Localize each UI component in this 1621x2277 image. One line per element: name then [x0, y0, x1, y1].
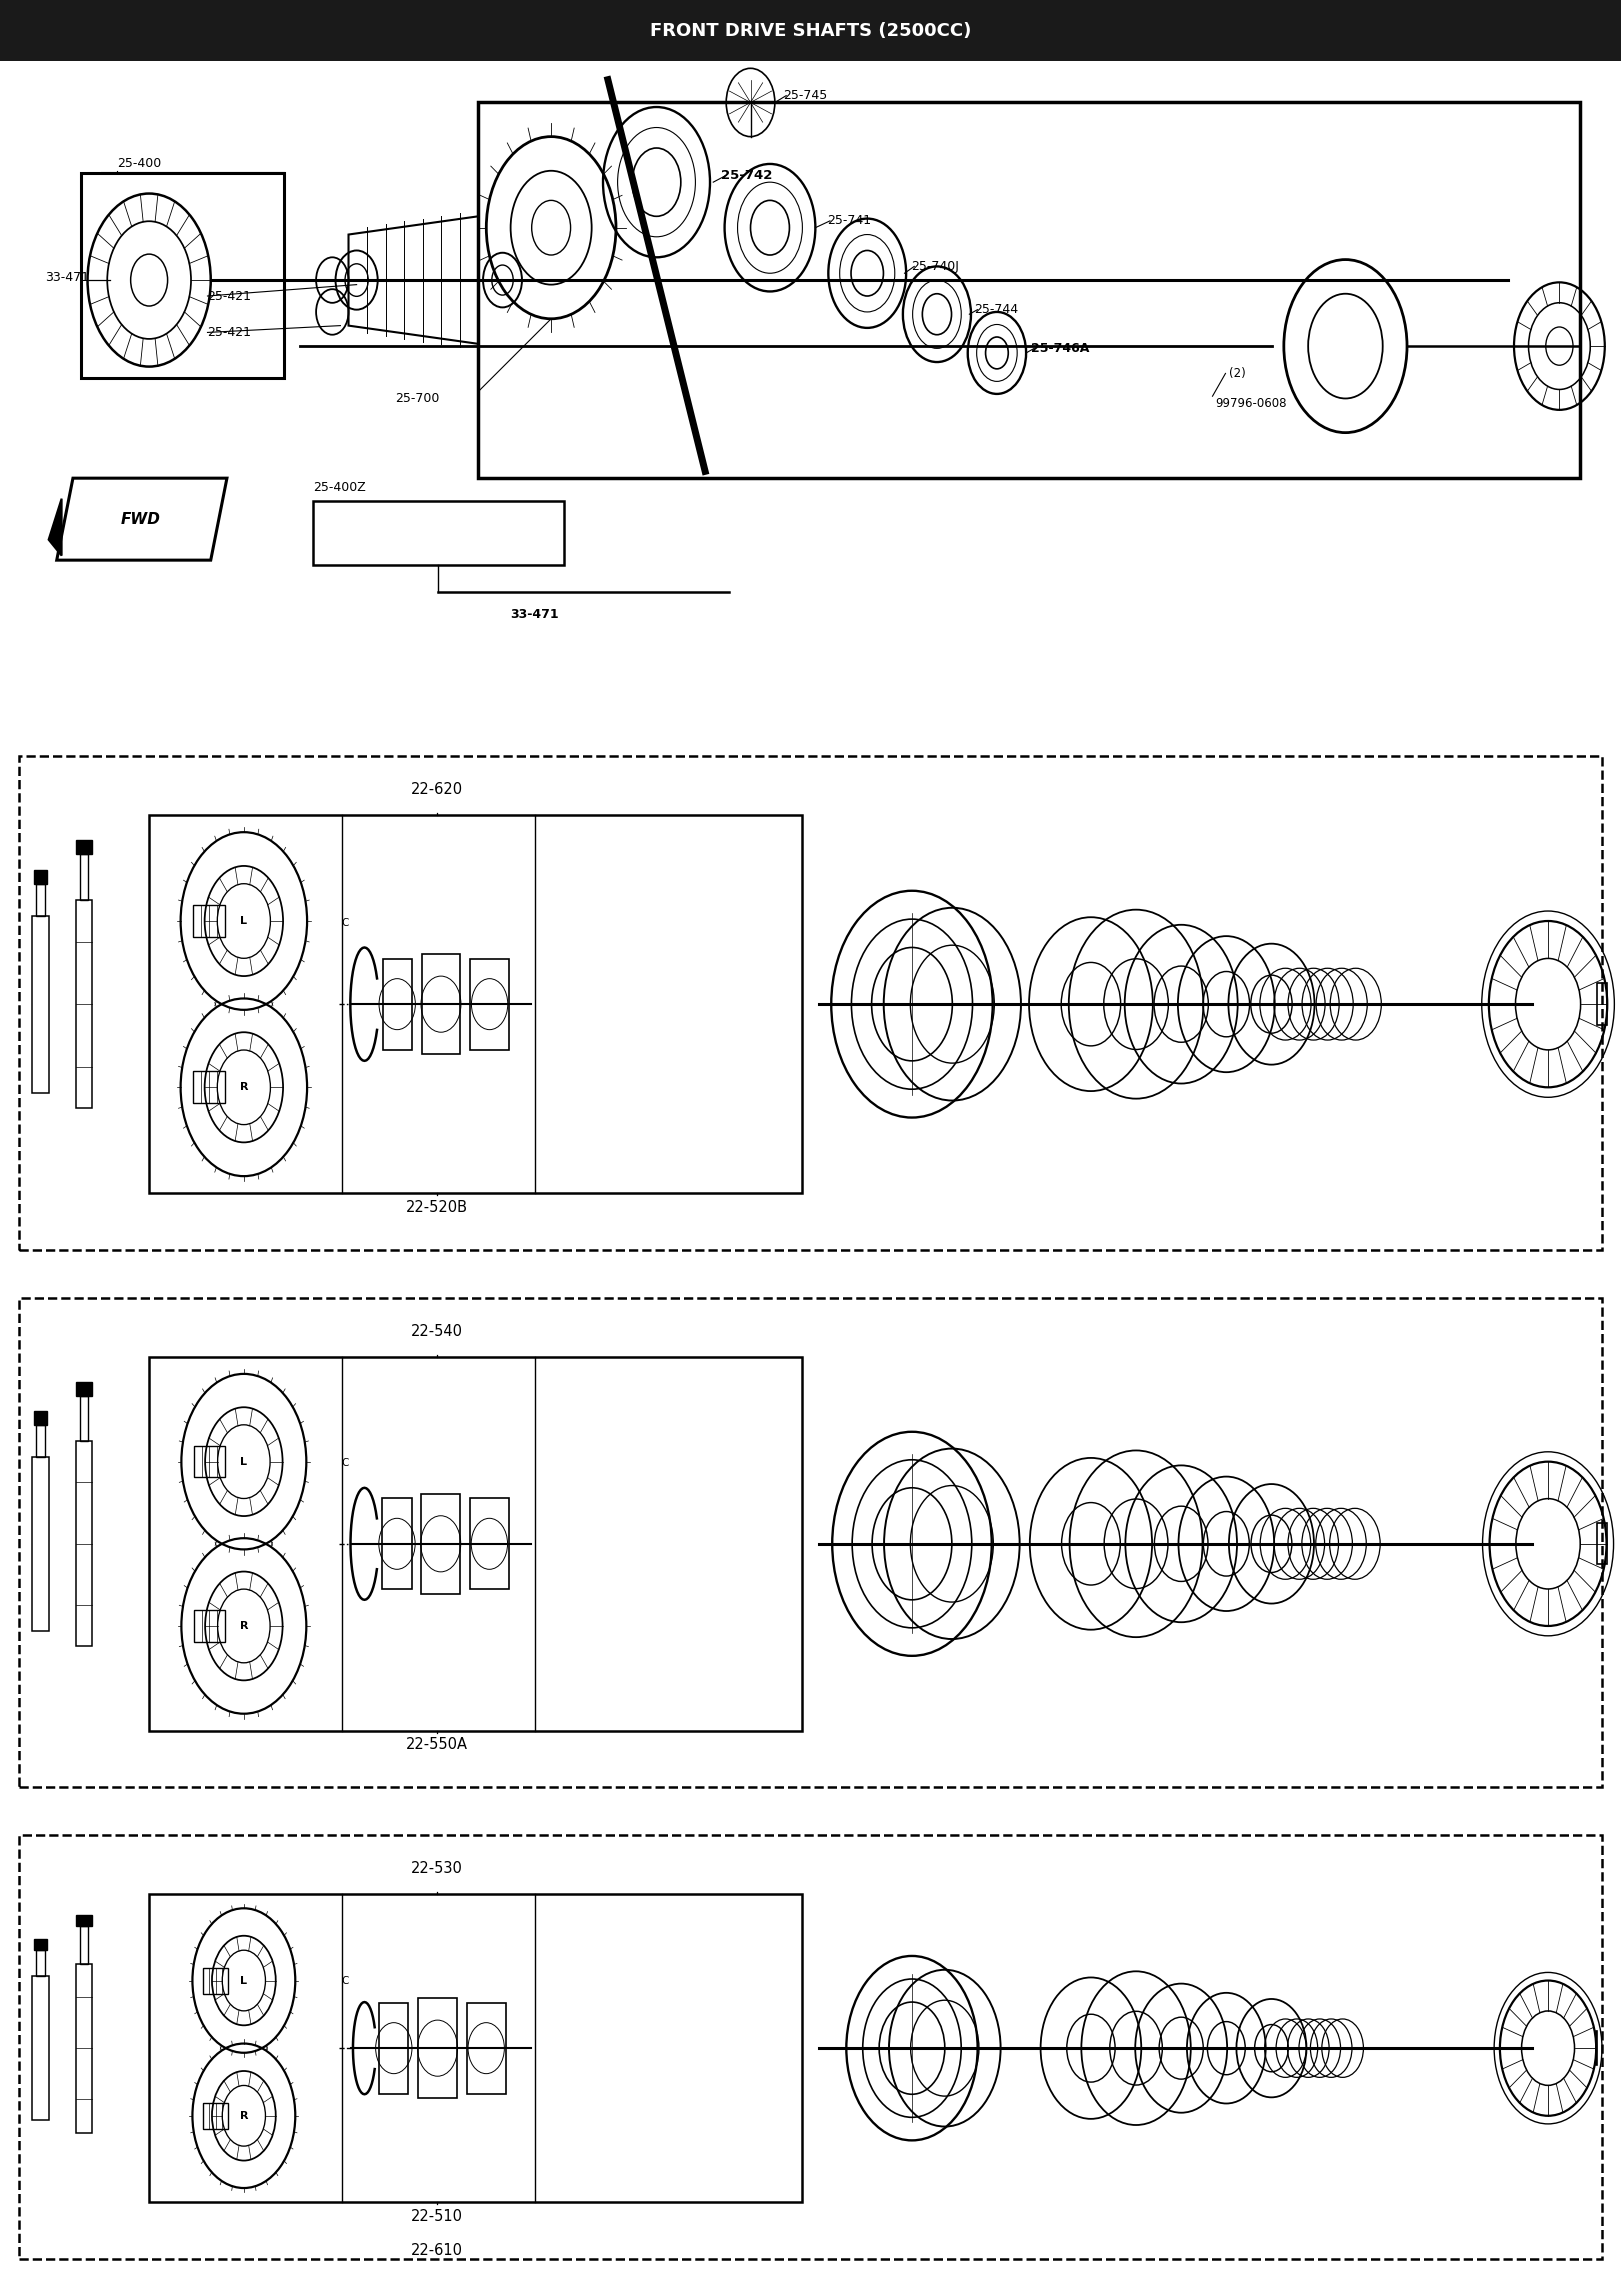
Text: C: C	[342, 1457, 349, 1469]
Bar	[470, 1498, 509, 1589]
Text: 22-620: 22-620	[410, 781, 462, 797]
Text: 22-540: 22-540	[410, 1323, 462, 1339]
Text: (2): (2)	[1229, 367, 1245, 380]
Text: R: R	[240, 1082, 248, 1093]
Text: R: R	[240, 1621, 248, 1630]
Bar	[383, 959, 412, 1050]
Bar	[36, 1951, 45, 1976]
Bar	[79, 1396, 88, 1441]
Bar	[478, 102, 1580, 478]
Text: FRONT DRIVE SHAFTS (2500CC): FRONT DRIVE SHAFTS (2500CC)	[650, 23, 971, 39]
Text: 25-744: 25-744	[974, 303, 1018, 317]
Polygon shape	[49, 499, 62, 556]
Bar	[76, 1963, 92, 2134]
Text: 99796-0608: 99796-0608	[1216, 396, 1287, 410]
Bar	[149, 1357, 802, 1731]
Bar	[34, 870, 47, 883]
Bar	[32, 1976, 49, 2120]
Text: 25-746A: 25-746A	[1031, 342, 1089, 355]
Text: 33-471: 33-471	[511, 608, 559, 622]
Text: 25-400: 25-400	[117, 157, 160, 171]
Bar	[76, 1382, 92, 1396]
Bar	[36, 1425, 45, 1457]
Bar	[34, 1412, 47, 1425]
Bar	[32, 1457, 49, 1630]
Bar	[418, 1999, 457, 2099]
Bar	[36, 883, 45, 915]
Bar	[19, 1835, 1602, 2259]
Text: L: L	[240, 1976, 248, 1986]
Text: 25-740J: 25-740J	[911, 260, 960, 273]
Bar	[470, 959, 509, 1050]
Text: 25-745: 25-745	[783, 89, 827, 102]
Text: FWD: FWD	[122, 512, 160, 526]
Bar	[19, 756, 1602, 1250]
Bar	[149, 1894, 802, 2202]
Bar	[79, 854, 88, 899]
Text: L: L	[240, 1457, 248, 1466]
Text: R: R	[240, 2111, 248, 2120]
Text: 25-400Z: 25-400Z	[313, 480, 366, 494]
Bar	[76, 899, 92, 1109]
Text: 22-610: 22-610	[410, 2243, 462, 2259]
Text: C: C	[342, 1976, 349, 1986]
Text: 22-520B: 22-520B	[405, 1200, 467, 1216]
Bar	[379, 2004, 408, 2095]
Bar	[467, 2004, 506, 2095]
Bar	[76, 1441, 92, 1646]
Text: 25-421: 25-421	[207, 326, 251, 339]
Bar	[81, 173, 284, 378]
Bar	[421, 1494, 460, 1594]
Bar	[76, 1915, 92, 1926]
Polygon shape	[57, 478, 227, 560]
Text: C: C	[342, 918, 349, 927]
Bar	[149, 815, 802, 1193]
Bar	[32, 915, 49, 1093]
Bar	[34, 1940, 47, 1951]
Text: 22-530: 22-530	[410, 1860, 462, 1876]
Text: 22-550A: 22-550A	[405, 1737, 467, 1753]
Bar	[76, 840, 92, 854]
Text: 33-471: 33-471	[45, 271, 89, 285]
Bar	[383, 1498, 412, 1589]
Bar	[421, 954, 460, 1054]
Text: 25-421: 25-421	[207, 289, 251, 303]
Bar	[79, 1926, 88, 1963]
Text: 25-700: 25-700	[396, 392, 439, 405]
Bar	[19, 1298, 1602, 1787]
Bar	[0, 0, 1621, 61]
Bar	[313, 501, 564, 565]
Bar	[1597, 1523, 1606, 1564]
Text: L: L	[240, 915, 248, 927]
Text: 25-741: 25-741	[827, 214, 870, 228]
Text: 25-742: 25-742	[721, 168, 773, 182]
Text: 22-510: 22-510	[410, 2209, 462, 2225]
Bar	[1597, 984, 1608, 1025]
